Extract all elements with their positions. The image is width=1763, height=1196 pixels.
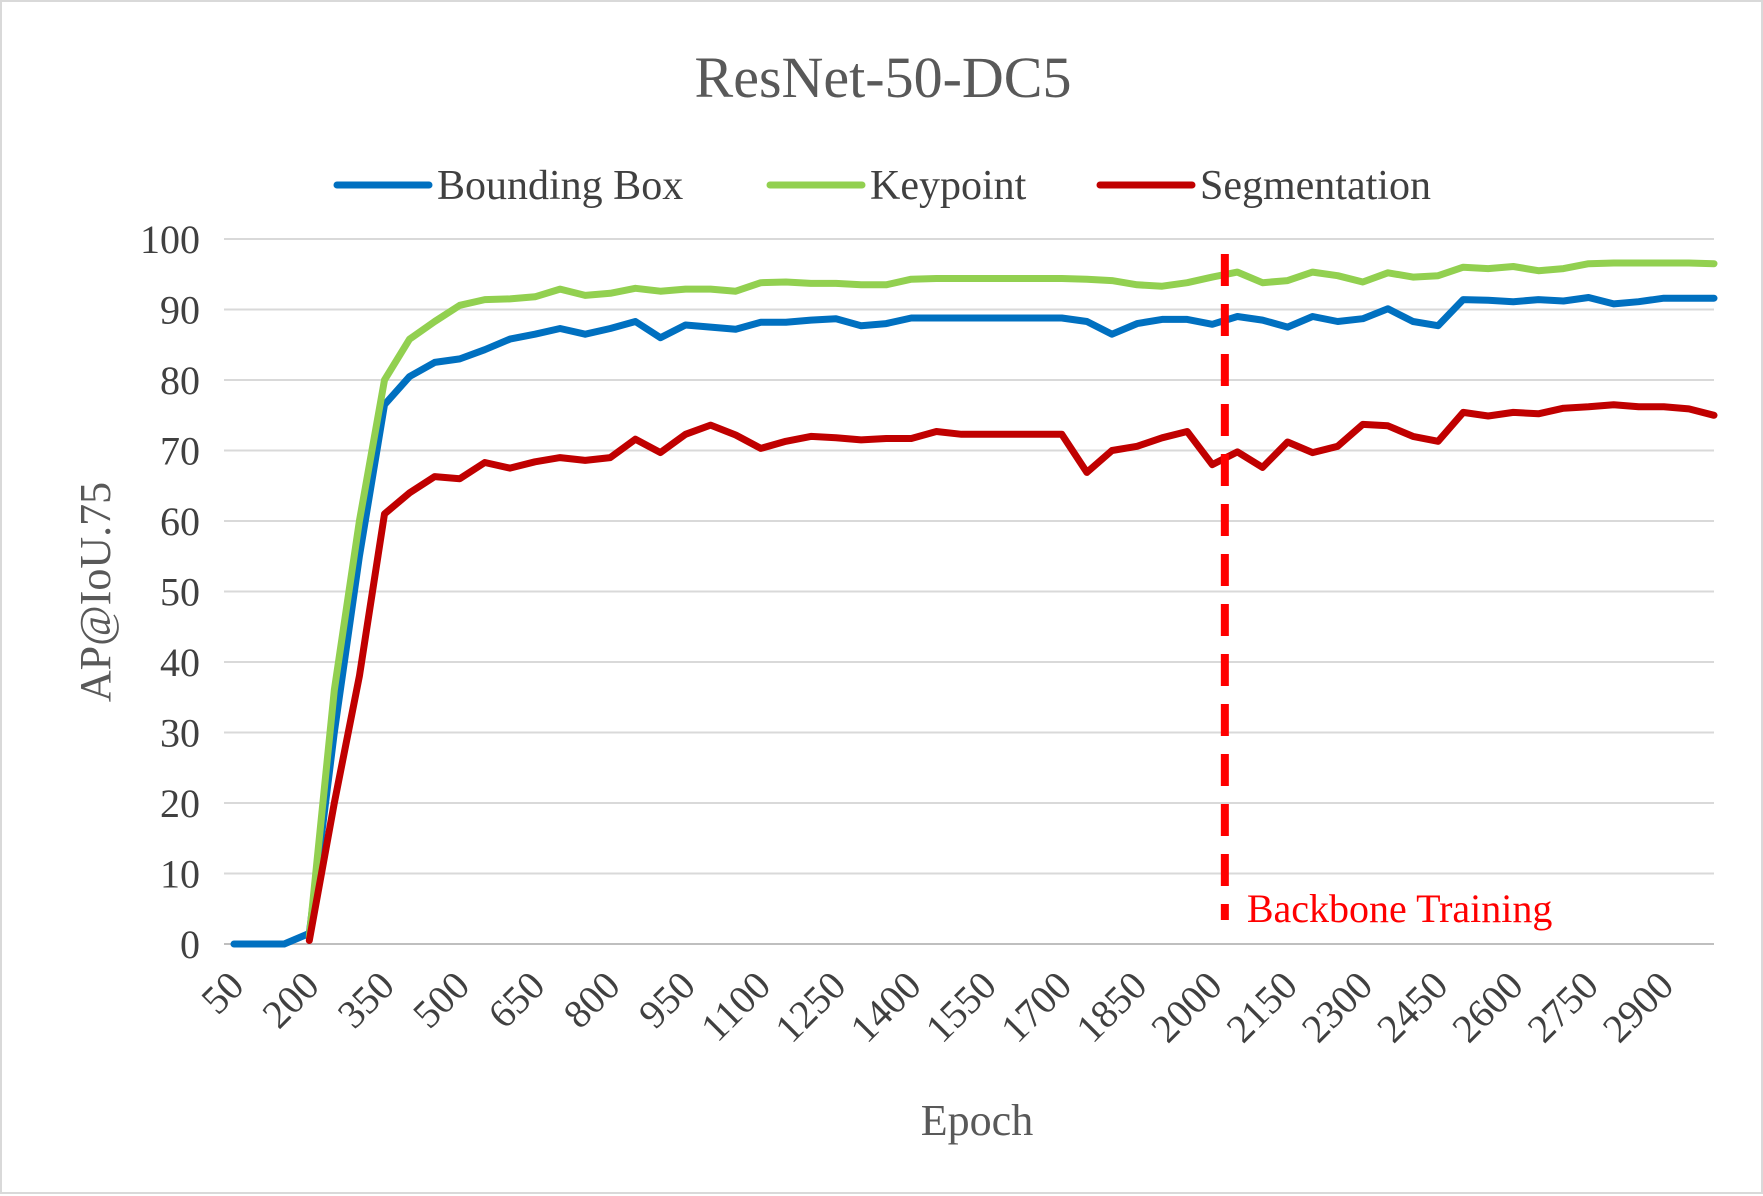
series-line-bounding-box bbox=[230, 294, 1718, 948]
x-axis-ticks: 50 200 350 500 650 800 95011001250140015501700… bbox=[192, 963, 1682, 1051]
x-tick-label: 350 bbox=[329, 963, 403, 1037]
x-tick-label: 650 bbox=[479, 963, 553, 1037]
x-tick-label: 2300 bbox=[1293, 963, 1381, 1051]
y-tick-label: 30 bbox=[160, 711, 200, 756]
x-tick-label: 2450 bbox=[1368, 963, 1456, 1051]
x-tick-label: 2750 bbox=[1519, 963, 1607, 1051]
x-tick-label: 2150 bbox=[1218, 963, 1306, 1051]
x-tick-label: 950 bbox=[630, 963, 704, 1037]
legend-label: Bounding Box bbox=[437, 163, 683, 209]
gridlines bbox=[224, 238, 1714, 945]
x-tick-label: 1550 bbox=[917, 963, 1005, 1051]
legend-label: Segmentation bbox=[1200, 163, 1431, 209]
x-tick-label: 2900 bbox=[1594, 963, 1682, 1051]
y-tick-label: 50 bbox=[160, 570, 200, 615]
x-tick-label: 1850 bbox=[1067, 963, 1155, 1051]
y-tick-label: 90 bbox=[160, 288, 200, 333]
y-axis-ticks: 0 10 20 30 40 50 60 70 80 90 100 bbox=[140, 217, 200, 967]
y-tick-label: 20 bbox=[160, 781, 200, 826]
series-lines bbox=[230, 259, 1718, 948]
backbone-training-label: Backbone Training bbox=[1247, 886, 1553, 931]
series-line-segmentation bbox=[305, 401, 1718, 944]
y-tick-label: 60 bbox=[160, 499, 200, 544]
x-tick-label: 2000 bbox=[1142, 963, 1230, 1051]
chart-title: ResNet-50-DC5 bbox=[695, 45, 1072, 110]
x-axis-label: Epoch bbox=[921, 1096, 1033, 1145]
x-tick-label: 1400 bbox=[841, 963, 929, 1051]
legend: Bounding Box Keypoint Segmentation bbox=[333, 163, 1431, 209]
x-tick-label: 1250 bbox=[766, 963, 854, 1051]
x-tick-label: 500 bbox=[404, 963, 478, 1037]
y-tick-label: 40 bbox=[160, 640, 200, 685]
y-tick-label: 10 bbox=[160, 852, 200, 897]
x-tick-label: 50 bbox=[192, 963, 252, 1023]
y-tick-label: 0 bbox=[180, 922, 200, 967]
backbone-annotation: Backbone Training bbox=[1220, 254, 1553, 931]
x-tick-label: 2600 bbox=[1443, 963, 1531, 1051]
x-tick-label: 200 bbox=[253, 963, 327, 1037]
series-line-keypoint bbox=[305, 259, 1718, 941]
x-tick-label: 800 bbox=[554, 963, 628, 1037]
y-tick-label: 70 bbox=[160, 429, 200, 474]
x-tick-label: 1700 bbox=[992, 963, 1080, 1051]
x-tick-label: 1100 bbox=[692, 963, 779, 1050]
y-axis-label: AP@IoU.75 bbox=[71, 482, 120, 702]
y-tick-label: 100 bbox=[140, 217, 200, 262]
y-tick-label: 80 bbox=[160, 358, 200, 403]
legend-label: Keypoint bbox=[870, 163, 1027, 209]
